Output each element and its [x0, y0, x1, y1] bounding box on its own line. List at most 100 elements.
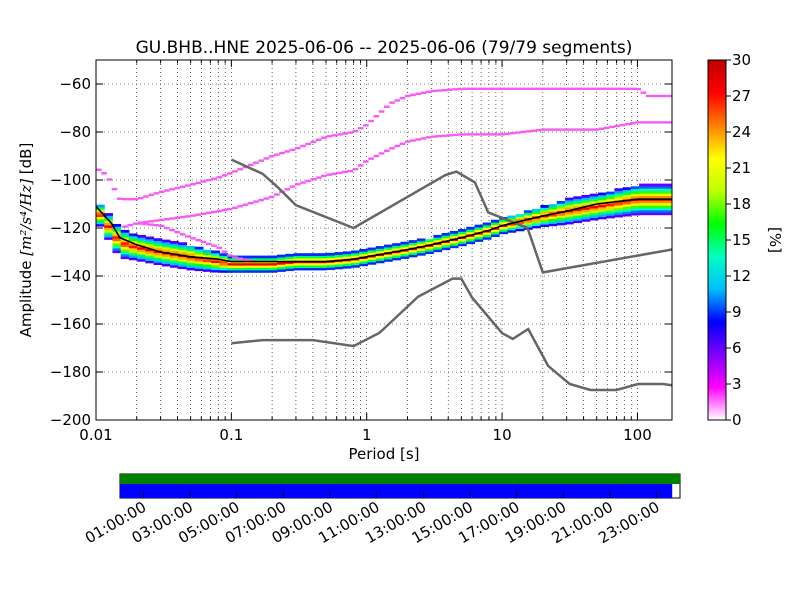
heatmap-cell: [614, 195, 624, 199]
outlier-cell: [551, 128, 558, 131]
heatmap-cell: [614, 209, 624, 213]
heatmap-cell: [663, 210, 673, 213]
heatmap-cell: [268, 269, 278, 273]
outlier-cell: [399, 96, 406, 100]
outlier-cell: [174, 186, 181, 190]
outlier-cell: [420, 91, 427, 95]
heatmap-cell: [301, 253, 311, 256]
outlier-cell: [127, 223, 134, 227]
heatmap-cell: [482, 224, 492, 228]
heatmap-cell: [507, 215, 517, 219]
outlier-cell: [577, 128, 584, 131]
heatmap-cell: [392, 252, 401, 256]
heatmap-cell: [474, 239, 484, 242]
outlier-cell: [389, 147, 395, 150]
heatmap-cell: [145, 246, 155, 249]
heatmap-cell: [589, 193, 599, 197]
heatmap-cell: [581, 209, 591, 213]
heatmap-cell: [244, 262, 253, 266]
outlier-cell: [525, 87, 532, 90]
heatmap-cell: [128, 245, 138, 249]
heatmap-cell: [441, 242, 451, 246]
heatmap-cell: [170, 248, 179, 251]
heatmap-cell: [573, 205, 582, 209]
outlier-cell: [645, 121, 652, 124]
outlier-cell: [520, 130, 526, 134]
heatmap-cell: [178, 249, 188, 253]
outlier-cell: [221, 174, 228, 177]
heatmap-cell: [573, 201, 582, 204]
heatmap-cell: [112, 233, 122, 237]
heatmap-cell: [112, 243, 122, 246]
heatmap-cell: [120, 239, 130, 243]
heatmap-cell: [548, 204, 558, 208]
outlier-cell: [342, 170, 348, 174]
heatmap-cell: [178, 266, 188, 270]
outlier-cell: [567, 128, 573, 131]
outlier-cell: [305, 142, 312, 146]
colorbar-tick-label: 0: [732, 411, 742, 429]
outlier-cell: [415, 92, 422, 96]
heatmap-cell: [548, 216, 558, 220]
heatmap-cell: [161, 261, 171, 265]
heatmap-cell: [235, 267, 245, 271]
heatmap-cell: [523, 222, 533, 226]
heatmap-cell: [597, 214, 607, 217]
outlier-cell: [420, 137, 427, 140]
heatmap-cell: [540, 221, 550, 225]
heatmap-cell: [556, 215, 566, 219]
heatmap-cell: [639, 212, 648, 216]
outlier-cell: [106, 178, 113, 181]
heatmap-cell: [622, 196, 632, 200]
heatmap-cell: [285, 265, 294, 269]
heatmap-cell: [318, 258, 327, 261]
heatmap-cell: [235, 262, 245, 266]
heatmap-cell: [556, 203, 566, 207]
heatmap-cell: [96, 207, 105, 210]
heatmap-cell: [622, 211, 632, 215]
outlier-cell: [488, 87, 495, 90]
heatmap-cell: [655, 193, 665, 196]
heatmap-cell: [120, 234, 130, 238]
outlier-cell: [205, 178, 212, 182]
colorbar-ticks: 0 3 6 9 12 15 18 21 24 27 30: [726, 51, 751, 429]
heatmap-cell: [120, 256, 130, 260]
heatmap-cell: [581, 216, 591, 220]
outlier-cell: [431, 89, 437, 93]
heatmap-cell: [326, 257, 336, 261]
heatmap-cell: [178, 263, 188, 267]
outlier-cell: [195, 213, 202, 216]
outlier-cell: [373, 154, 380, 158]
heatmap-cell: [408, 242, 418, 246]
heatmap-cell: [565, 219, 574, 223]
outlier-cell: [378, 152, 385, 155]
outlier-cell: [279, 151, 285, 155]
heatmap-cell: [96, 216, 105, 220]
heatmap-cell: [441, 235, 451, 239]
heatmap-cell: [540, 209, 550, 213]
outlier-cell: [274, 153, 280, 156]
outlier-cell: [137, 196, 144, 200]
x-axis-ticks: 0.01 0.1 1 10 100: [79, 60, 652, 444]
outlier-cell: [195, 181, 202, 185]
outlier-cell: [164, 226, 170, 230]
heatmap-cell: [186, 246, 196, 249]
heatmap-cell: [499, 221, 508, 225]
outlier-cell: [603, 87, 610, 90]
heatmap-cell: [211, 260, 220, 263]
heatmap-cell: [597, 197, 607, 201]
outlier-cell: [368, 157, 374, 160]
outlier-cell: [195, 239, 202, 242]
outlier-cell: [525, 130, 532, 133]
outlier-cell: [556, 87, 563, 90]
heatmap-cell: [433, 234, 443, 238]
heatmap-cell: [137, 242, 146, 245]
heatmap-cell: [614, 188, 624, 192]
heatmap-cell: [614, 197, 624, 201]
heatmap-cell: [655, 186, 665, 189]
outlier-cell: [635, 87, 641, 91]
outlier-cell: [619, 87, 626, 90]
outlier-cell: [132, 198, 139, 201]
heatmap-cell: [235, 270, 245, 273]
outlier-cell: [593, 87, 600, 90]
